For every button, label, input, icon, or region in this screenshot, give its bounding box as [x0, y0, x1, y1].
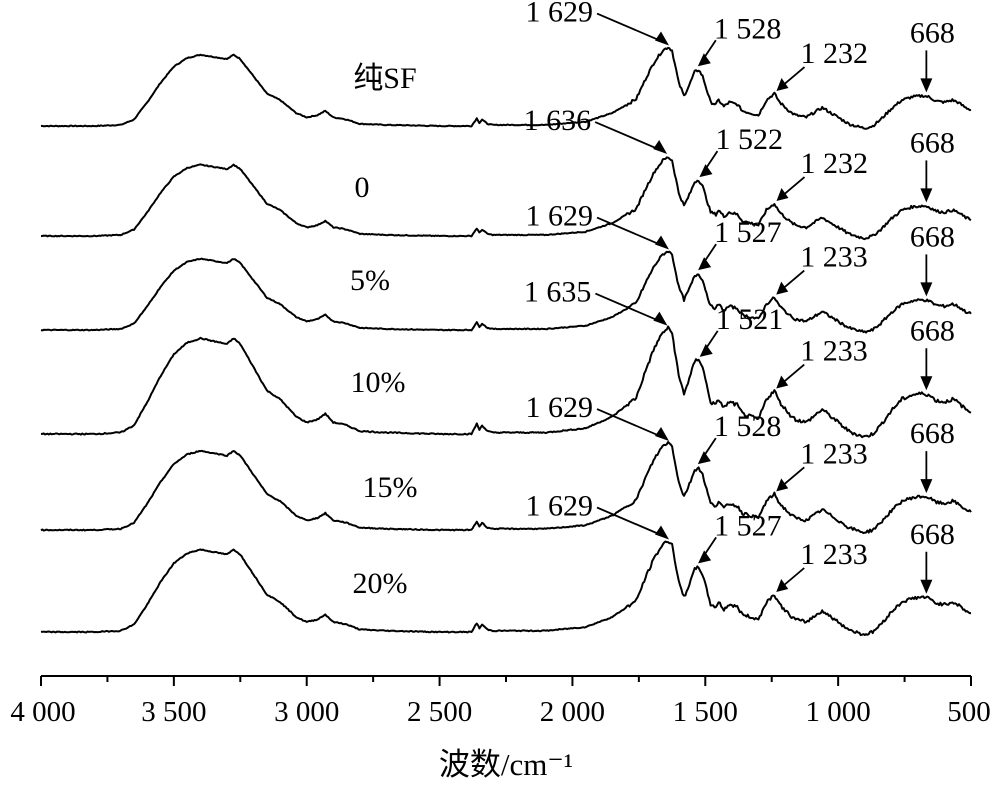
- peak-label: 1 232: [800, 37, 868, 70]
- peak-label: 1 233: [800, 437, 868, 470]
- peak-arrow: [596, 506, 668, 539]
- peak-label: 1 233: [800, 241, 868, 274]
- peak-label: 1 528: [714, 12, 782, 45]
- arrow-head: [653, 140, 668, 155]
- peak-label: 1 233: [800, 335, 868, 368]
- series-label: 15%: [363, 471, 418, 504]
- peak-label: 668: [910, 126, 955, 159]
- arrow-head: [776, 281, 789, 295]
- arrow-head: [697, 53, 711, 67]
- series-labels: 纯SF 0 5% 10% 15% 20%: [350, 62, 418, 600]
- series-line: [40, 250, 972, 334]
- x-axis-title: 波数/cm⁻¹: [439, 747, 573, 782]
- x-tick-label: 3 500: [141, 696, 206, 728]
- series-line: [40, 46, 972, 130]
- arrow-head: [699, 343, 713, 357]
- arrow-head: [655, 31, 670, 46]
- series-label: 5%: [350, 264, 390, 297]
- peak-arrow: [596, 408, 668, 440]
- peak-label: 1 629: [526, 0, 594, 29]
- arrow-head: [776, 579, 789, 592]
- arrow-head: [920, 282, 933, 297]
- peak-label: 1 233: [800, 538, 868, 571]
- arrow-head: [920, 579, 933, 594]
- arrow-head: [653, 311, 668, 326]
- x-tick-label: 500: [947, 696, 991, 728]
- peak-arrow: [594, 121, 666, 153]
- x-tick-label: 2 000: [540, 696, 605, 728]
- peak-label: 1 527: [714, 509, 782, 542]
- arrow-head: [920, 78, 933, 93]
- arrow-head: [776, 478, 789, 492]
- arrow-head: [697, 451, 711, 465]
- peak-annotations: 1 629 1 528 1 232 668 1 636 1 522 1 232 668 1 62…: [524, 0, 955, 594]
- spectra-curves: [40, 46, 972, 637]
- series-label: 10%: [351, 366, 406, 399]
- peak-label: 1 635: [524, 276, 592, 309]
- series-label: 0: [355, 171, 370, 204]
- peak-label: 1 527: [714, 216, 782, 249]
- peak-label: 1 636: [524, 104, 592, 137]
- peak-label: 1 521: [716, 303, 784, 336]
- peak-label: 1 528: [714, 410, 782, 443]
- peak-label: 1 629: [526, 200, 594, 233]
- arrow-head: [776, 188, 789, 202]
- peak-label: 1 232: [800, 147, 868, 180]
- arrow-head: [698, 550, 712, 564]
- arrow-head: [920, 188, 933, 203]
- x-tick-label: 1 500: [673, 696, 738, 728]
- x-tick-label: 4 000: [10, 696, 75, 728]
- x-axis: 4 000 3 500 3 000 2 500 2 000 1 500 1 000 500: [10, 675, 991, 728]
- arrow-head: [920, 479, 933, 494]
- peak-label: 668: [910, 16, 955, 49]
- peak-label: 1 629: [526, 490, 594, 523]
- peak-label: 668: [910, 417, 955, 450]
- x-tick-label: 1 000: [806, 696, 871, 728]
- peak-label: 668: [910, 314, 955, 347]
- arrow-head: [655, 427, 670, 442]
- peak-arrow: [595, 292, 666, 325]
- peak-label: 668: [910, 220, 955, 253]
- arrow-head: [655, 235, 670, 250]
- arrow-head: [920, 376, 933, 391]
- arrow-head: [776, 78, 789, 92]
- series-line: [40, 325, 972, 439]
- series-line: [40, 156, 972, 241]
- arrow-head: [776, 375, 789, 389]
- arrow-head: [698, 257, 712, 271]
- series-line: [40, 441, 972, 535]
- series-label: 20%: [353, 567, 408, 600]
- peak-arrow: [596, 216, 668, 249]
- arrow-head: [699, 164, 713, 178]
- arrow-head: [655, 525, 670, 540]
- peak-label: 1 522: [715, 123, 783, 156]
- series-label: 纯SF: [353, 62, 416, 95]
- x-tick-label: 2 500: [407, 696, 472, 728]
- peak-label: 1 629: [526, 391, 594, 424]
- series-line: [40, 540, 971, 637]
- x-tick-label: 3 000: [274, 696, 339, 728]
- peak-label: 668: [910, 518, 955, 551]
- peak-arrow: [596, 12, 668, 45]
